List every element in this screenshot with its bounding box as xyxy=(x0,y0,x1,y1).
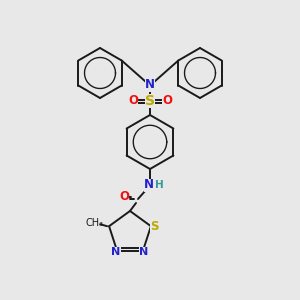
Text: O: O xyxy=(119,190,129,202)
Text: S: S xyxy=(145,94,155,108)
Text: O: O xyxy=(162,94,172,107)
Text: N: N xyxy=(145,79,155,92)
Text: N: N xyxy=(144,178,154,191)
Text: CH₃: CH₃ xyxy=(85,218,103,228)
Text: N: N xyxy=(139,247,148,257)
Text: S: S xyxy=(150,220,158,233)
Text: N: N xyxy=(111,247,121,257)
Text: H: H xyxy=(154,180,164,190)
Text: O: O xyxy=(128,94,138,107)
